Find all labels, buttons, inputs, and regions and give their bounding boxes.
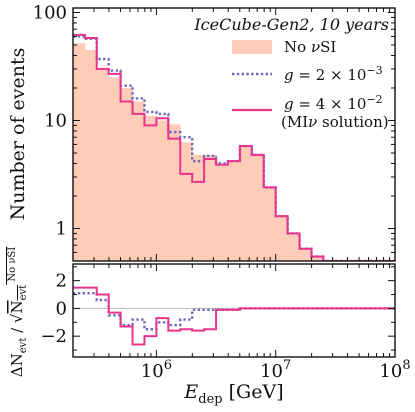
top-y-tick-label: 1 xyxy=(56,218,67,239)
histogram-bar-12 xyxy=(216,163,229,261)
histogram-bar-7 xyxy=(156,120,169,261)
bottom-y-tick-label: 0 xyxy=(56,298,67,319)
top-y-ticks: 1 10 100 xyxy=(33,2,395,262)
x-tick-label: 106 xyxy=(141,358,172,382)
histogram-bar-18 xyxy=(287,233,300,261)
legend-label-g4e-2: g = 4 × 10−2 xyxy=(284,93,383,113)
top-step-lines xyxy=(73,33,395,261)
bottom-y-axis-title: ΔNevt / √Nevt No νSI xyxy=(7,247,29,377)
top-plot-frame xyxy=(72,7,396,262)
bottom-y-tick-label: 2 xyxy=(56,271,67,292)
histogram-bar-20 xyxy=(311,256,324,261)
histogram-bar-6 xyxy=(144,116,157,261)
histogram-bar-0 xyxy=(73,43,86,261)
histogram-bar-14 xyxy=(239,146,253,261)
histogram-bar-10 xyxy=(192,154,205,261)
histogram-bar-5 xyxy=(132,101,145,261)
x-axis-title: Edep [GeV] xyxy=(183,381,283,407)
legend-title: IceCube-Gen2, 10 years xyxy=(193,15,389,34)
legend-label-g4e-2-line2: (MIν solution) xyxy=(281,113,389,131)
top-y-tick-label: 10 xyxy=(44,110,67,131)
histogram-bar-3 xyxy=(108,77,121,261)
top-panel: 1 10 100 IceCube-Gen2, 10 years No νSI g =… xyxy=(7,2,396,262)
histogram-bar-1 xyxy=(84,49,98,261)
histogram-bar-16 xyxy=(263,187,277,261)
series-line-g-4-10 xyxy=(73,33,395,261)
bottom-plot-frame xyxy=(72,263,396,358)
x-tick-label: 107 xyxy=(260,358,291,382)
bottom-panel: 2 0 −2 ΔNevt / √Nevt No νSI xyxy=(7,247,396,377)
top-y-tick-label: 100 xyxy=(33,2,67,23)
top-y-axis-title: Number of events xyxy=(7,48,29,221)
histogram-bar-9 xyxy=(180,142,193,261)
histogram-bar-8 xyxy=(168,124,181,261)
histogram-bar-11 xyxy=(204,154,217,261)
bottom-y-tick-label: −2 xyxy=(40,326,67,347)
histogram-bar-4 xyxy=(120,87,133,261)
legend: IceCube-Gen2, 10 years No νSI g = 2 × 10… xyxy=(193,15,389,131)
histogram-bar-2 xyxy=(96,68,110,261)
svg-text:ΔNevt / √Nevt No νSI: ΔNevt / √Nevt No νSI xyxy=(7,247,29,377)
histogram-bar-17 xyxy=(275,216,289,261)
histogram-bar-15 xyxy=(251,154,265,261)
histogram-bar-19 xyxy=(299,248,312,261)
histogram-bar-13 xyxy=(227,161,241,261)
legend-label-g2e-3: g = 2 × 10−3 xyxy=(284,64,383,84)
legend-swatch-no-nusi xyxy=(232,40,272,54)
bottom-y-ticks: 2 0 −2 xyxy=(40,266,395,351)
x-axis-ticks: 106 107 108 xyxy=(72,8,411,382)
legend-label-no-nusi: No νSI xyxy=(284,38,336,56)
x-tick-label: 108 xyxy=(379,358,410,382)
bottom-step-lines xyxy=(73,286,395,346)
residual-line-g-4-10 xyxy=(73,286,395,346)
